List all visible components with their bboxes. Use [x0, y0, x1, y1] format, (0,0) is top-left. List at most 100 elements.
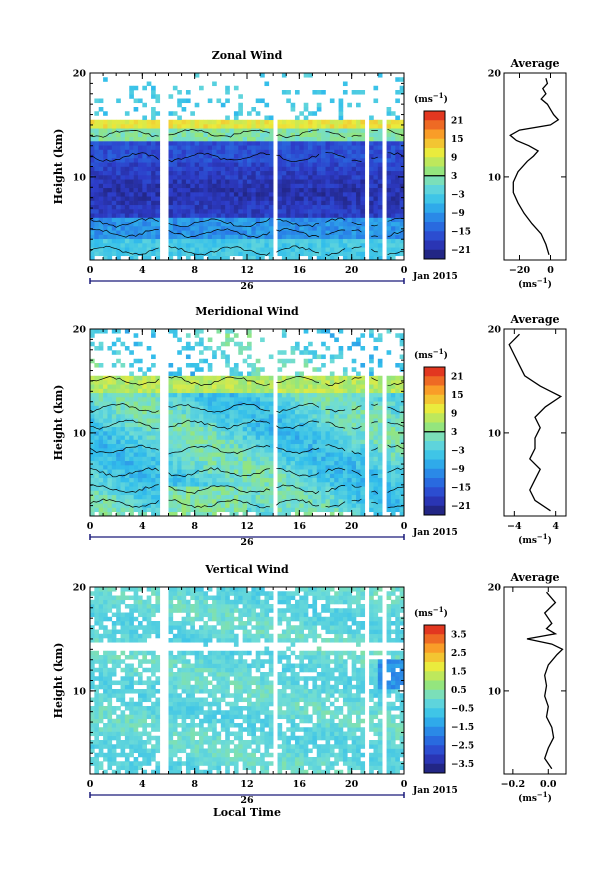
heatmap-cell	[216, 405, 222, 411]
heatmap-cell	[399, 354, 405, 360]
heatmap-cell	[229, 162, 235, 167]
heatmap-cell	[151, 141, 156, 146]
heatmap-cell	[207, 162, 213, 167]
heatmap-cell	[233, 448, 239, 453]
heatmap-cell	[294, 221, 300, 227]
heatmap-cell	[177, 431, 182, 436]
heatmap-cell	[251, 367, 257, 372]
heatmap-cell	[199, 226, 204, 231]
heatmap-cell	[373, 136, 379, 142]
heatmap-cell	[120, 166, 126, 172]
heatmap-cell	[325, 209, 331, 214]
heatmap-cell	[316, 503, 322, 508]
heatmap-cell	[172, 456, 178, 462]
heatmap-cell	[334, 460, 339, 466]
heatmap-cell	[342, 192, 348, 197]
heatmap-cell	[199, 158, 204, 163]
heatmap-cell	[308, 375, 313, 381]
heatmap-cell	[103, 230, 108, 235]
heatmap-cell	[260, 452, 265, 457]
heatmap-cell	[312, 124, 318, 129]
heatmap-cell	[155, 388, 161, 394]
heatmap-cell	[116, 499, 121, 504]
heatmap-cell	[247, 341, 252, 347]
heatmap-cell	[242, 414, 248, 419]
heatmap-cell	[242, 452, 248, 457]
heatmap-cell	[377, 418, 383, 423]
heatmap-cell	[268, 422, 274, 428]
heatmap-cell	[120, 196, 126, 201]
heatmap-cell	[251, 490, 257, 496]
heatmap-cell	[290, 187, 296, 193]
heatmap-cell	[216, 452, 222, 457]
heatmap-cell	[325, 469, 331, 474]
heatmap-cell	[360, 166, 366, 172]
heatmap-cell	[207, 363, 213, 368]
heatmap-cell	[356, 230, 361, 235]
heatmap-cell	[225, 409, 230, 415]
heatmap-cell	[308, 200, 313, 206]
heatmap-cell	[303, 230, 309, 235]
heatmap-cell	[356, 179, 361, 184]
heatmap-cell	[342, 124, 348, 129]
heatmap-cell	[137, 179, 143, 184]
heatmap-cell	[151, 90, 156, 95]
heatmap-cell	[111, 486, 117, 491]
heatmap-cell	[233, 234, 239, 240]
heatmap-cell	[177, 482, 182, 487]
heatmap-cell	[386, 192, 392, 197]
heatmap-cell	[299, 392, 304, 398]
heatmap-cell	[247, 136, 252, 142]
heatmap-cell	[229, 448, 235, 453]
heatmap-cell	[172, 452, 178, 457]
heatmap-cell	[377, 128, 383, 133]
heatmap-cell	[342, 422, 348, 428]
heatmap-cell	[260, 414, 265, 419]
heatmap-cell	[338, 456, 344, 462]
heatmap-cell	[290, 507, 296, 513]
heatmap-cell	[386, 230, 392, 235]
heatmap-cell	[199, 401, 204, 406]
heatmap-cell	[260, 486, 265, 491]
heatmap-cell	[251, 460, 257, 466]
heatmap-cell	[264, 490, 270, 496]
heatmap-cell	[377, 392, 383, 398]
heatmap-cell	[111, 448, 117, 453]
heatmap-cell	[390, 448, 396, 453]
heatmap-cell	[181, 98, 187, 104]
heatmap-cell	[277, 179, 283, 184]
heatmap-cell	[316, 477, 322, 483]
heatmap-cell	[177, 132, 182, 138]
heatmap-cell	[172, 388, 178, 394]
heatmap-cell	[347, 392, 352, 398]
heatmap-cell	[203, 384, 209, 389]
heatmap-cell	[299, 251, 304, 257]
heatmap-cell	[356, 465, 361, 470]
heatmap-cell	[294, 341, 300, 347]
heatmap-cell	[238, 477, 243, 483]
heatmap-cell	[233, 247, 239, 252]
heatmap-cell	[242, 234, 248, 240]
heatmap-cell	[181, 507, 187, 513]
heatmap-cell	[286, 124, 291, 129]
heatmap-cell	[290, 397, 296, 402]
heatmap-cell	[233, 490, 239, 496]
heatmap-cell	[342, 247, 348, 252]
heatmap-cell	[116, 158, 121, 163]
heatmap-cell	[229, 494, 235, 500]
heatmap-cell	[94, 490, 100, 496]
heatmap-cell	[146, 503, 152, 508]
heatmap-cell	[321, 145, 326, 150]
heatmap-cell	[146, 499, 152, 504]
heatmap-cell	[338, 375, 344, 381]
heatmap-cell	[286, 418, 291, 423]
heatmap-cell	[338, 187, 344, 193]
heatmap-cell	[312, 435, 318, 440]
heatmap-cell	[390, 392, 396, 398]
heatmap-cell	[212, 247, 217, 252]
heatmap-cell	[233, 431, 239, 436]
heatmap-cell	[386, 204, 392, 210]
heatmap-cell	[98, 209, 104, 214]
heatmap-cell	[172, 443, 178, 449]
heatmap-cell	[369, 119, 374, 125]
